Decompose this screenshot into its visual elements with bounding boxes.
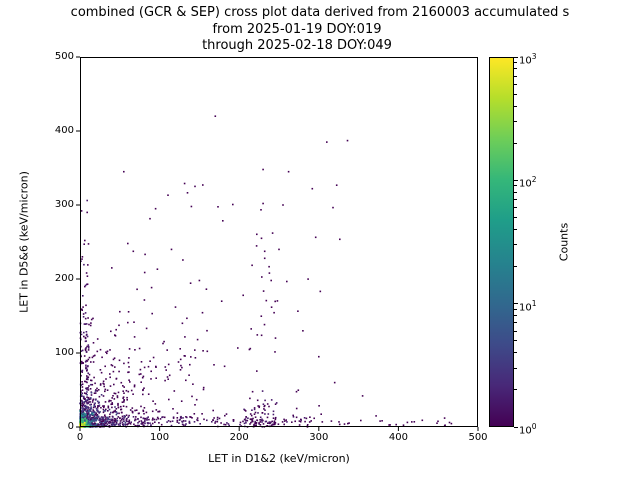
colorbar-minor-tick [514,68,517,70]
colorbar-tick [514,303,518,305]
x-tick-label: 100 [150,432,170,443]
scatter-points [79,115,453,428]
y-tick-label: 400 [54,125,74,136]
x-tick-label: 300 [309,432,329,443]
axis-ticks [76,56,479,431]
colorbar-minor-tick [514,389,517,391]
colorbar-minor-tick [514,191,517,193]
colorbar-minor-tick [514,330,517,332]
colorbar-minor-tick [514,367,517,369]
colorbar-minor-tick [514,266,517,268]
colorbar-minor-tick [514,216,517,218]
colorbar-minor-tick [514,207,517,209]
colorbar-minor-tick [514,83,517,85]
y-tick-label: 500 [54,51,74,62]
colorbar-minor-tick [514,315,517,317]
chart-title: combined (GCR & SEP) cross plot data der… [70,5,570,20]
x-tick-label: 200 [229,432,249,443]
colorbar-minor-tick [514,198,517,200]
y-tick-label: 100 [54,347,74,358]
colorbar-minor-tick [514,340,517,342]
x-axis-label: LET in D1&2 (keV/micron) [208,452,350,465]
colorbar-minor-tick [514,75,517,77]
colorbar-tick-label: 100 [519,422,537,437]
y-tick-label: 200 [54,273,74,284]
chart-subtitle-from-date: from 2025-01-19 DOY:019 [212,22,382,37]
plot-border [80,57,478,427]
x-tick-label: 400 [388,432,408,443]
x-tick-label: 500 [468,432,488,443]
y-axis-label: LET in D5&6 (keV/micron) [17,171,31,313]
chart-subtitle-through-date: through 2025-02-18 DOY:049 [202,38,392,53]
colorbar-minor-tick [514,185,517,187]
colorbar-minor-tick [514,308,517,310]
colorbar-minor-tick [514,62,517,64]
y-tick-label: 0 [67,421,74,432]
colorbar-tick [514,56,518,58]
colorbar-label: Counts [557,222,571,262]
colorbar-minor-tick [514,142,517,144]
x-tick-label: 0 [76,432,84,443]
colorbar-tick-label: 101 [519,298,537,313]
colorbar-minor-tick [514,352,517,354]
y-tick-label: 300 [54,199,74,210]
colorbar-tick [514,179,518,181]
colorbar-minor-tick [514,120,517,122]
colorbar-gradient [489,57,514,427]
colorbar-minor-tick [514,322,517,324]
colorbar-minor-tick [514,228,517,230]
colorbar-tick-label: 102 [519,175,537,190]
colorbar-tick [514,426,518,428]
colorbar-minor-tick [514,105,517,107]
scatter-plot-area [76,56,479,431]
colorbar-minor-tick [514,244,517,246]
colorbar-minor-tick [514,93,517,95]
colorbar-tick-label: 103 [519,52,537,67]
